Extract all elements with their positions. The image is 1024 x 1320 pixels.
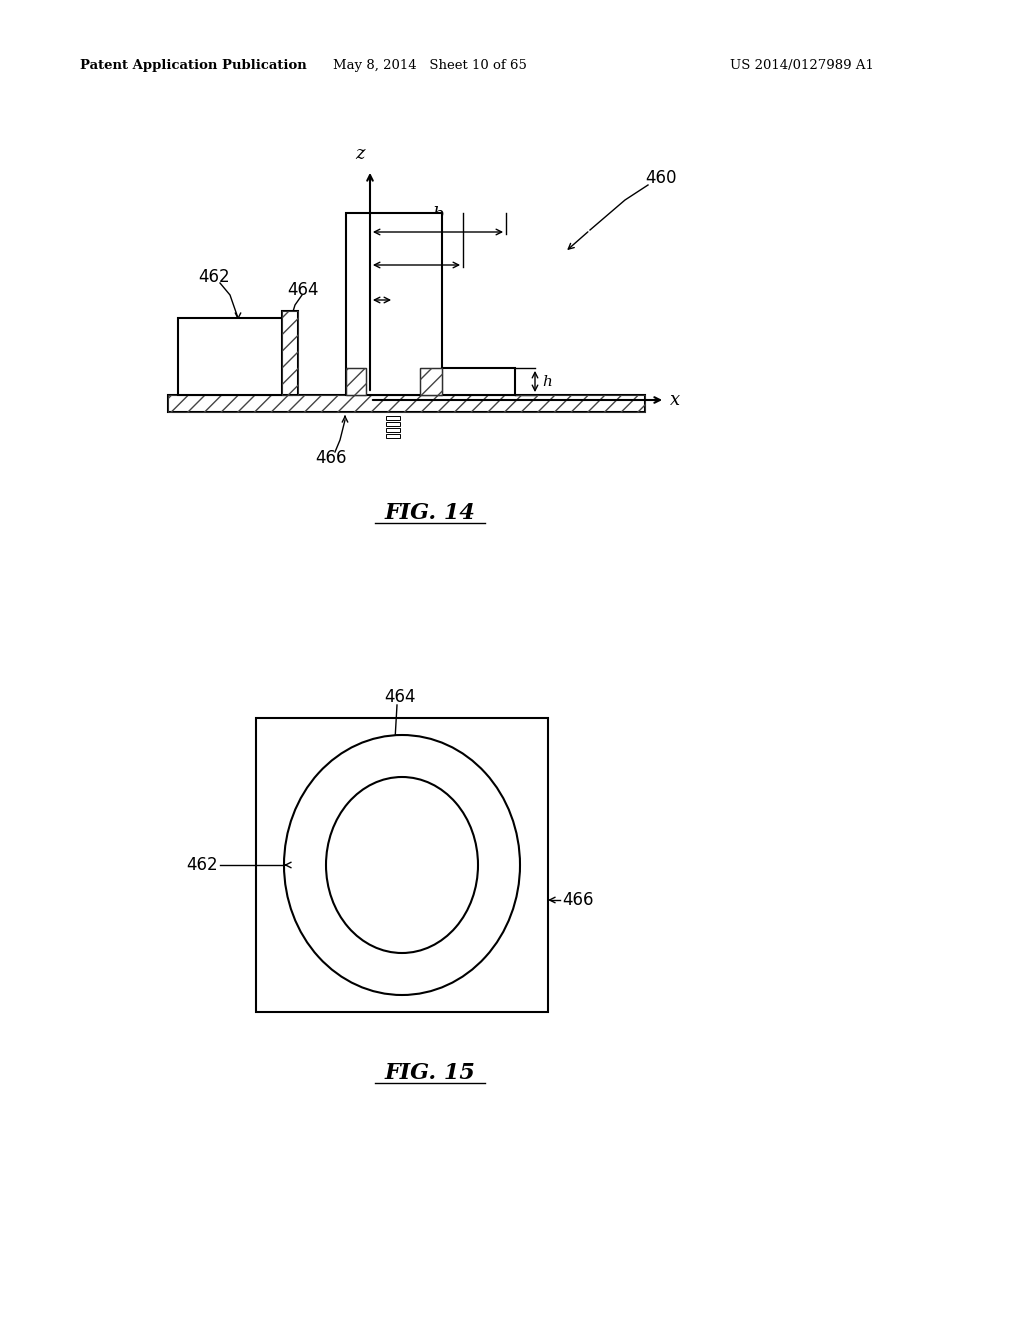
Text: 466: 466 [315,449,346,467]
Bar [346,213,442,395]
Text: z: z [355,145,365,162]
Bar [442,368,515,395]
Bar [282,312,298,395]
Bar [420,368,442,395]
Text: FIG. 14: FIG. 14 [385,502,475,524]
Text: 464: 464 [384,688,416,706]
Bar [386,422,400,426]
Text: o: o [420,247,427,260]
Text: FIG. 15: FIG. 15 [385,1063,475,1084]
Bar [168,395,645,412]
Bar [168,395,645,412]
Text: 460: 460 [645,169,677,187]
Bar [178,318,292,395]
Bar [420,368,442,395]
Bar [386,416,400,420]
Bar [386,428,400,432]
Bar [256,718,548,1012]
Text: b: b [432,206,443,224]
Text: p: p [407,239,418,257]
Text: h: h [542,375,552,388]
Text: 466: 466 [562,891,594,909]
Bar [386,434,400,438]
Text: x: x [670,391,680,409]
Text: May 8, 2014   Sheet 10 of 65: May 8, 2014 Sheet 10 of 65 [333,58,527,71]
Bar [282,312,298,395]
Text: 462: 462 [186,855,218,874]
Text: 462: 462 [198,268,229,286]
Ellipse shape [326,777,478,953]
Bar [346,368,366,395]
Ellipse shape [284,735,520,995]
Text: a: a [377,275,387,292]
Text: 464: 464 [287,281,318,300]
Text: US 2014/0127989 A1: US 2014/0127989 A1 [730,58,873,71]
Text: Patent Application Publication: Patent Application Publication [80,58,307,71]
Bar [346,368,366,395]
